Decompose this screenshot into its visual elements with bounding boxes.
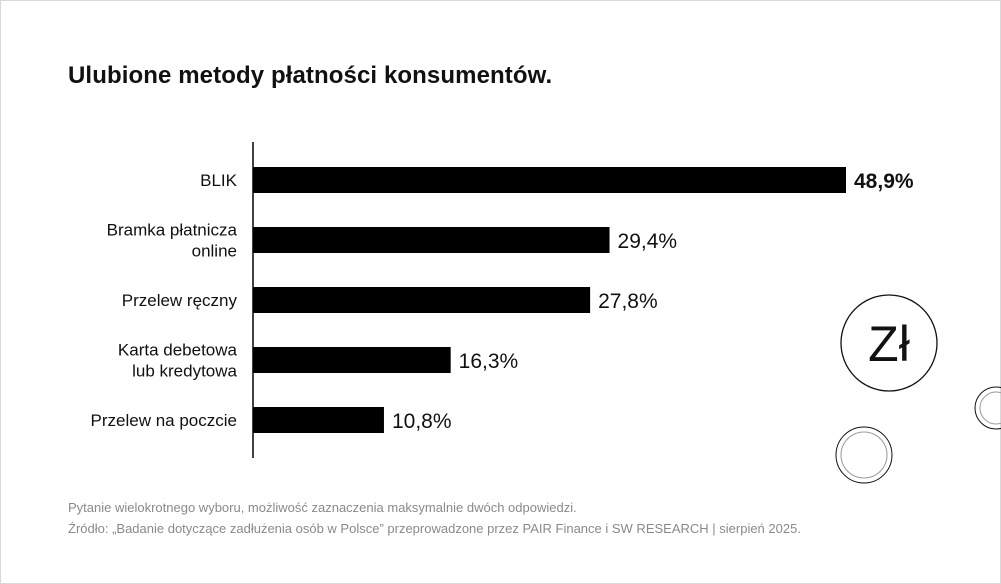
value-label: 48,9% [854,170,914,193]
coin-icon-bottom-inner [840,431,888,479]
source-note: Źródło: „Badanie dotyczące zadłużenia os… [68,521,801,536]
category-label: online [192,242,237,261]
bar [253,287,591,313]
value-label: 27,8% [598,290,658,313]
coin-icon-bottom [835,426,893,484]
category-label: BLIK [200,171,238,190]
bar [253,407,384,433]
question-note: Pytanie wielokrotnego wyboru, możliwość … [68,500,577,515]
category-label: Przelew na poczcie [91,411,237,430]
zloty-coin-icon [840,294,938,392]
category-label: lub kredytowa [132,362,237,381]
coin-decoration: Zł [835,294,1001,484]
bar [253,227,610,253]
zloty-symbol: Zł [868,316,910,372]
chart-title: Ulubione metody płatności konsumentów. [68,62,553,89]
category-label: Karta debetowa [118,341,238,360]
value-label: 10,8% [392,410,452,433]
coin-icon-right [974,386,1001,430]
category-label: Bramka płatnicza [107,221,238,240]
value-label: 16,3% [459,350,519,373]
category-label: Przelew ręczny [122,291,238,310]
bar [253,167,846,193]
coin-icon-right-inner [979,391,1001,425]
bar [253,347,451,373]
value-label: 29,4% [618,230,678,253]
